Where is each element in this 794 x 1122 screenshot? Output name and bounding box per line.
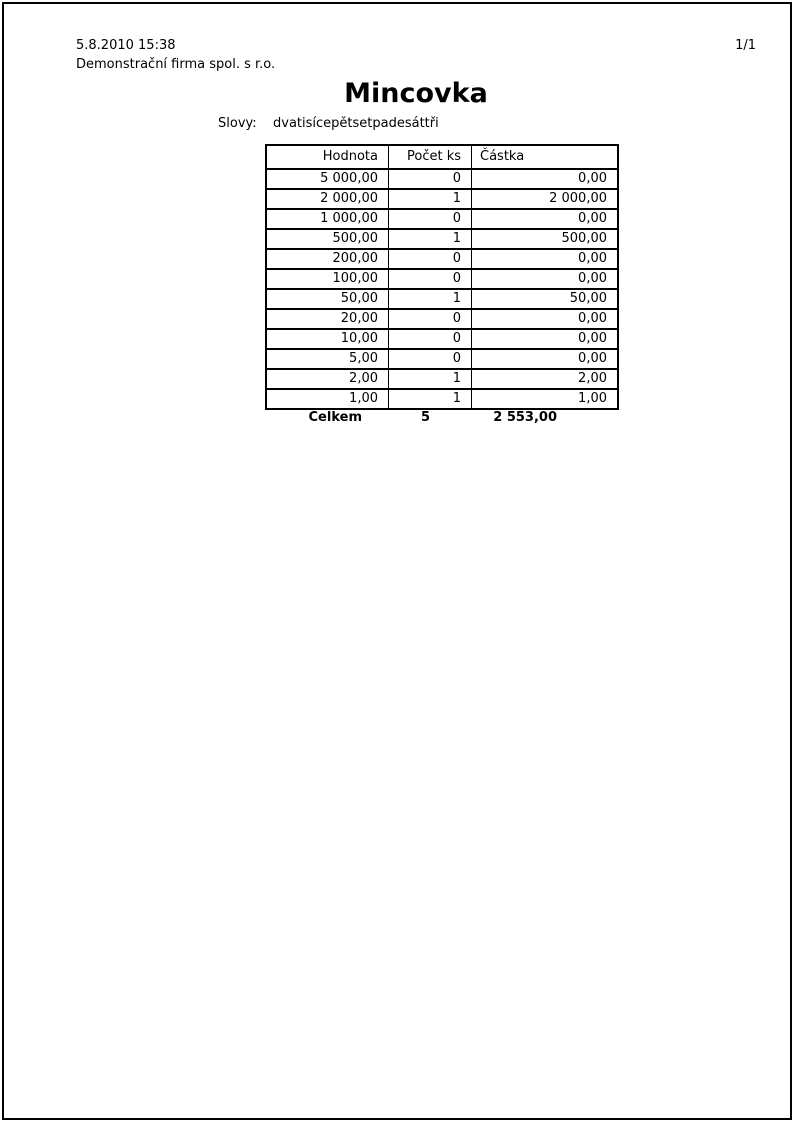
cell-pocet-ks: 1 [388, 228, 472, 250]
cell-pocet-ks: 1 [388, 188, 472, 210]
slovy-label: Slovy: [218, 116, 257, 131]
table-row: 500,00 1 500,00 [265, 228, 619, 250]
cell-hodnota: 5,00 [265, 348, 389, 370]
table-header-row: Hodnota Počet ks Částka [265, 144, 619, 170]
denomination-table: Hodnota Počet ks Částka 5 000,00 0 0,00 … [265, 144, 619, 410]
cell-pocet-ks: 1 [388, 288, 472, 310]
company-name: Demonstrační firma spol. s r.o. [76, 57, 276, 72]
cell-pocet-ks: 1 [388, 388, 472, 410]
table-row: 5,00 0 0,00 [265, 348, 619, 370]
cell-hodnota: 50,00 [265, 288, 389, 310]
amount-in-words: dvatisícepětsetpadesáttři [273, 116, 439, 131]
cell-hodnota: 2 000,00 [265, 188, 389, 210]
cell-castka: 0,00 [471, 248, 619, 270]
cell-pocet-ks: 0 [388, 308, 472, 330]
header-castka: Částka [471, 144, 619, 170]
total-pocet-ks: 5 [420, 410, 430, 425]
cell-hodnota: 500,00 [265, 228, 389, 250]
report-header-left: 5.8.2010 15:38 Demonstrační firma spol. … [76, 36, 275, 74]
cell-hodnota: 2,00 [265, 368, 389, 390]
cell-pocet-ks: 0 [388, 168, 472, 190]
page-number: 1/1 [735, 38, 756, 53]
header-pocet-ks: Počet ks [388, 144, 472, 170]
table-row: 1 000,00 0 0,00 [265, 208, 619, 230]
cell-castka: 0,00 [471, 208, 619, 230]
cell-pocet-ks: 0 [388, 268, 472, 290]
cell-hodnota: 200,00 [265, 248, 389, 270]
cell-castka: 2 000,00 [471, 188, 619, 210]
table-row: 200,00 0 0,00 [265, 248, 619, 270]
table-body: 5 000,00 0 0,00 2 000,00 1 2 000,00 1 00… [265, 168, 619, 410]
report-datetime: 5.8.2010 15:38 [76, 38, 176, 53]
table-row: 100,00 0 0,00 [265, 268, 619, 290]
cell-pocet-ks: 0 [388, 328, 472, 350]
table-row: 10,00 0 0,00 [265, 328, 619, 350]
cell-castka: 500,00 [471, 228, 619, 250]
amount-in-words-line: Slovy: dvatisícepětsetpadesáttři [218, 116, 439, 131]
table-row: 2 000,00 1 2 000,00 [265, 188, 619, 210]
table-total-row: Celkem 5 2 553,00 [265, 410, 567, 425]
cell-pocet-ks: 0 [388, 248, 472, 270]
total-label: Celkem [308, 410, 362, 425]
cell-hodnota: 5 000,00 [265, 168, 389, 190]
cell-castka: 0,00 [471, 308, 619, 330]
header-hodnota: Hodnota [265, 144, 389, 170]
total-castka: 2 553,00 [493, 410, 557, 425]
cell-castka: 50,00 [471, 288, 619, 310]
cell-hodnota: 20,00 [265, 308, 389, 330]
cell-hodnota: 1 000,00 [265, 208, 389, 230]
cell-castka: 0,00 [471, 328, 619, 350]
cell-castka: 0,00 [471, 268, 619, 290]
cell-castka: 0,00 [471, 348, 619, 370]
cell-castka: 2,00 [471, 368, 619, 390]
cell-pocet-ks: 0 [388, 348, 472, 370]
cell-hodnota: 1,00 [265, 388, 389, 410]
table-row: 20,00 0 0,00 [265, 308, 619, 330]
cell-hodnota: 10,00 [265, 328, 389, 350]
cell-castka: 0,00 [471, 168, 619, 190]
report-title: Mincovka [344, 78, 488, 109]
table-row: 1,00 1 1,00 [265, 388, 619, 410]
cell-castka: 1,00 [471, 388, 619, 410]
cell-pocet-ks: 0 [388, 208, 472, 230]
cell-hodnota: 100,00 [265, 268, 389, 290]
table-row: 50,00 1 50,00 [265, 288, 619, 310]
table-row: 5 000,00 0 0,00 [265, 168, 619, 190]
cell-pocet-ks: 1 [388, 368, 472, 390]
table-row: 2,00 1 2,00 [265, 368, 619, 390]
